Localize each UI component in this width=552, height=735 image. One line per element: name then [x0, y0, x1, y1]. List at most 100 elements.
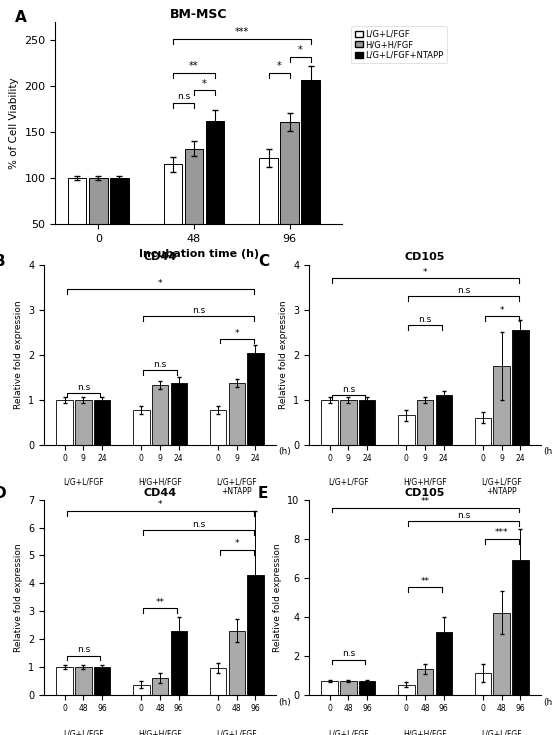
Bar: [247, 575, 264, 695]
Text: H/G+H/FGF: H/G+H/FGF: [138, 477, 182, 486]
Bar: [68, 179, 87, 224]
Bar: [436, 632, 452, 695]
Bar: [340, 681, 357, 695]
X-axis label: Incubation time (h): Incubation time (h): [139, 249, 259, 259]
Bar: [171, 631, 187, 695]
Text: n.s: n.s: [177, 93, 190, 101]
Bar: [210, 668, 226, 695]
Text: *: *: [277, 61, 282, 71]
Bar: [229, 383, 245, 445]
Bar: [56, 400, 73, 445]
Text: n.s: n.s: [457, 511, 470, 520]
Bar: [163, 165, 182, 224]
Text: n.s: n.s: [77, 645, 90, 654]
Text: L/G+L/FGF: L/G+L/FGF: [328, 730, 369, 735]
Text: (h): (h): [543, 448, 552, 456]
Bar: [280, 122, 299, 224]
Bar: [89, 179, 108, 224]
Text: L/G+L/FGF: L/G+L/FGF: [63, 477, 104, 486]
Text: L/G+L/FGF
+NTAPP: L/G+L/FGF +NTAPP: [481, 730, 522, 735]
Y-axis label: Relative fold expression: Relative fold expression: [14, 301, 23, 409]
Text: n.s: n.s: [418, 315, 432, 324]
Text: *: *: [158, 501, 162, 509]
Bar: [398, 685, 415, 695]
Text: E: E: [258, 486, 268, 501]
Bar: [301, 80, 320, 224]
Bar: [512, 560, 529, 695]
Text: n.s: n.s: [457, 286, 470, 295]
Text: **: **: [421, 497, 429, 506]
Bar: [493, 366, 510, 445]
Bar: [110, 179, 129, 224]
Text: L/G+L/FGF
+NTAPP: L/G+L/FGF +NTAPP: [481, 477, 522, 496]
Text: n.s: n.s: [192, 520, 205, 529]
Bar: [247, 354, 264, 445]
Text: L/G+L/FGF: L/G+L/FGF: [328, 477, 369, 486]
Bar: [94, 667, 110, 695]
Text: B: B: [0, 254, 5, 269]
Bar: [185, 149, 203, 224]
Bar: [75, 667, 92, 695]
Bar: [475, 417, 491, 445]
Title: CD105: CD105: [405, 487, 445, 498]
Bar: [359, 681, 375, 695]
Bar: [398, 415, 415, 445]
Text: *: *: [500, 306, 504, 315]
Y-axis label: Relative fold expression: Relative fold expression: [14, 543, 23, 651]
Text: *: *: [202, 79, 207, 88]
Text: A: A: [15, 10, 26, 25]
Text: H/G+H/FGF: H/G+H/FGF: [403, 730, 447, 735]
Text: *: *: [235, 539, 239, 548]
Text: *: *: [235, 329, 239, 337]
Bar: [206, 121, 224, 224]
Bar: [417, 670, 433, 695]
Text: ***: ***: [235, 27, 249, 37]
Bar: [359, 400, 375, 445]
Text: **: **: [189, 61, 199, 71]
Title: BM-MSC: BM-MSC: [170, 8, 227, 21]
Text: (h): (h): [278, 698, 290, 707]
Bar: [94, 400, 110, 445]
Text: L/G+L/FGF: L/G+L/FGF: [63, 730, 104, 735]
Text: **: **: [421, 577, 429, 586]
Bar: [493, 613, 510, 695]
Bar: [56, 667, 73, 695]
Bar: [152, 678, 168, 695]
Text: *: *: [158, 279, 162, 288]
Text: *: *: [423, 268, 427, 277]
Title: CD44: CD44: [144, 487, 177, 498]
Text: n.s: n.s: [192, 306, 205, 315]
Bar: [417, 400, 433, 445]
Text: *: *: [298, 46, 302, 55]
Text: D: D: [0, 486, 6, 501]
Text: (h): (h): [543, 698, 552, 707]
Bar: [133, 409, 150, 445]
Text: L/G+L/FGF
+NTAPP: L/G+L/FGF +NTAPP: [216, 730, 257, 735]
Bar: [321, 400, 338, 445]
Bar: [259, 158, 278, 224]
Text: (h): (h): [278, 448, 290, 456]
Bar: [152, 385, 168, 445]
Y-axis label: Relative fold expression: Relative fold expression: [273, 543, 282, 651]
Text: n.s: n.s: [153, 360, 167, 369]
Title: CD44: CD44: [144, 252, 177, 262]
Title: CD105: CD105: [405, 252, 445, 262]
Text: **: **: [156, 598, 164, 607]
Bar: [340, 400, 357, 445]
Bar: [475, 673, 491, 695]
Text: H/G+H/FGF: H/G+H/FGF: [138, 730, 182, 735]
Bar: [75, 400, 92, 445]
Legend: L/G+L/FGF, H/G+H/FGF, L/G+L/FGF+NTAPP: L/G+L/FGF, H/G+H/FGF, L/G+L/FGF+NTAPP: [352, 26, 447, 63]
Y-axis label: Relative fold expression: Relative fold expression: [279, 301, 288, 409]
Bar: [133, 685, 150, 695]
Bar: [436, 395, 452, 445]
Bar: [171, 382, 187, 445]
Bar: [210, 409, 226, 445]
Text: L/G+L/FGF
+NTAPP: L/G+L/FGF +NTAPP: [216, 477, 257, 496]
Y-axis label: % of Cell Viability: % of Cell Viability: [9, 77, 19, 169]
Text: C: C: [258, 254, 269, 269]
Bar: [321, 681, 338, 695]
Bar: [512, 330, 529, 445]
Text: n.s: n.s: [342, 649, 355, 658]
Text: ***: ***: [495, 528, 508, 537]
